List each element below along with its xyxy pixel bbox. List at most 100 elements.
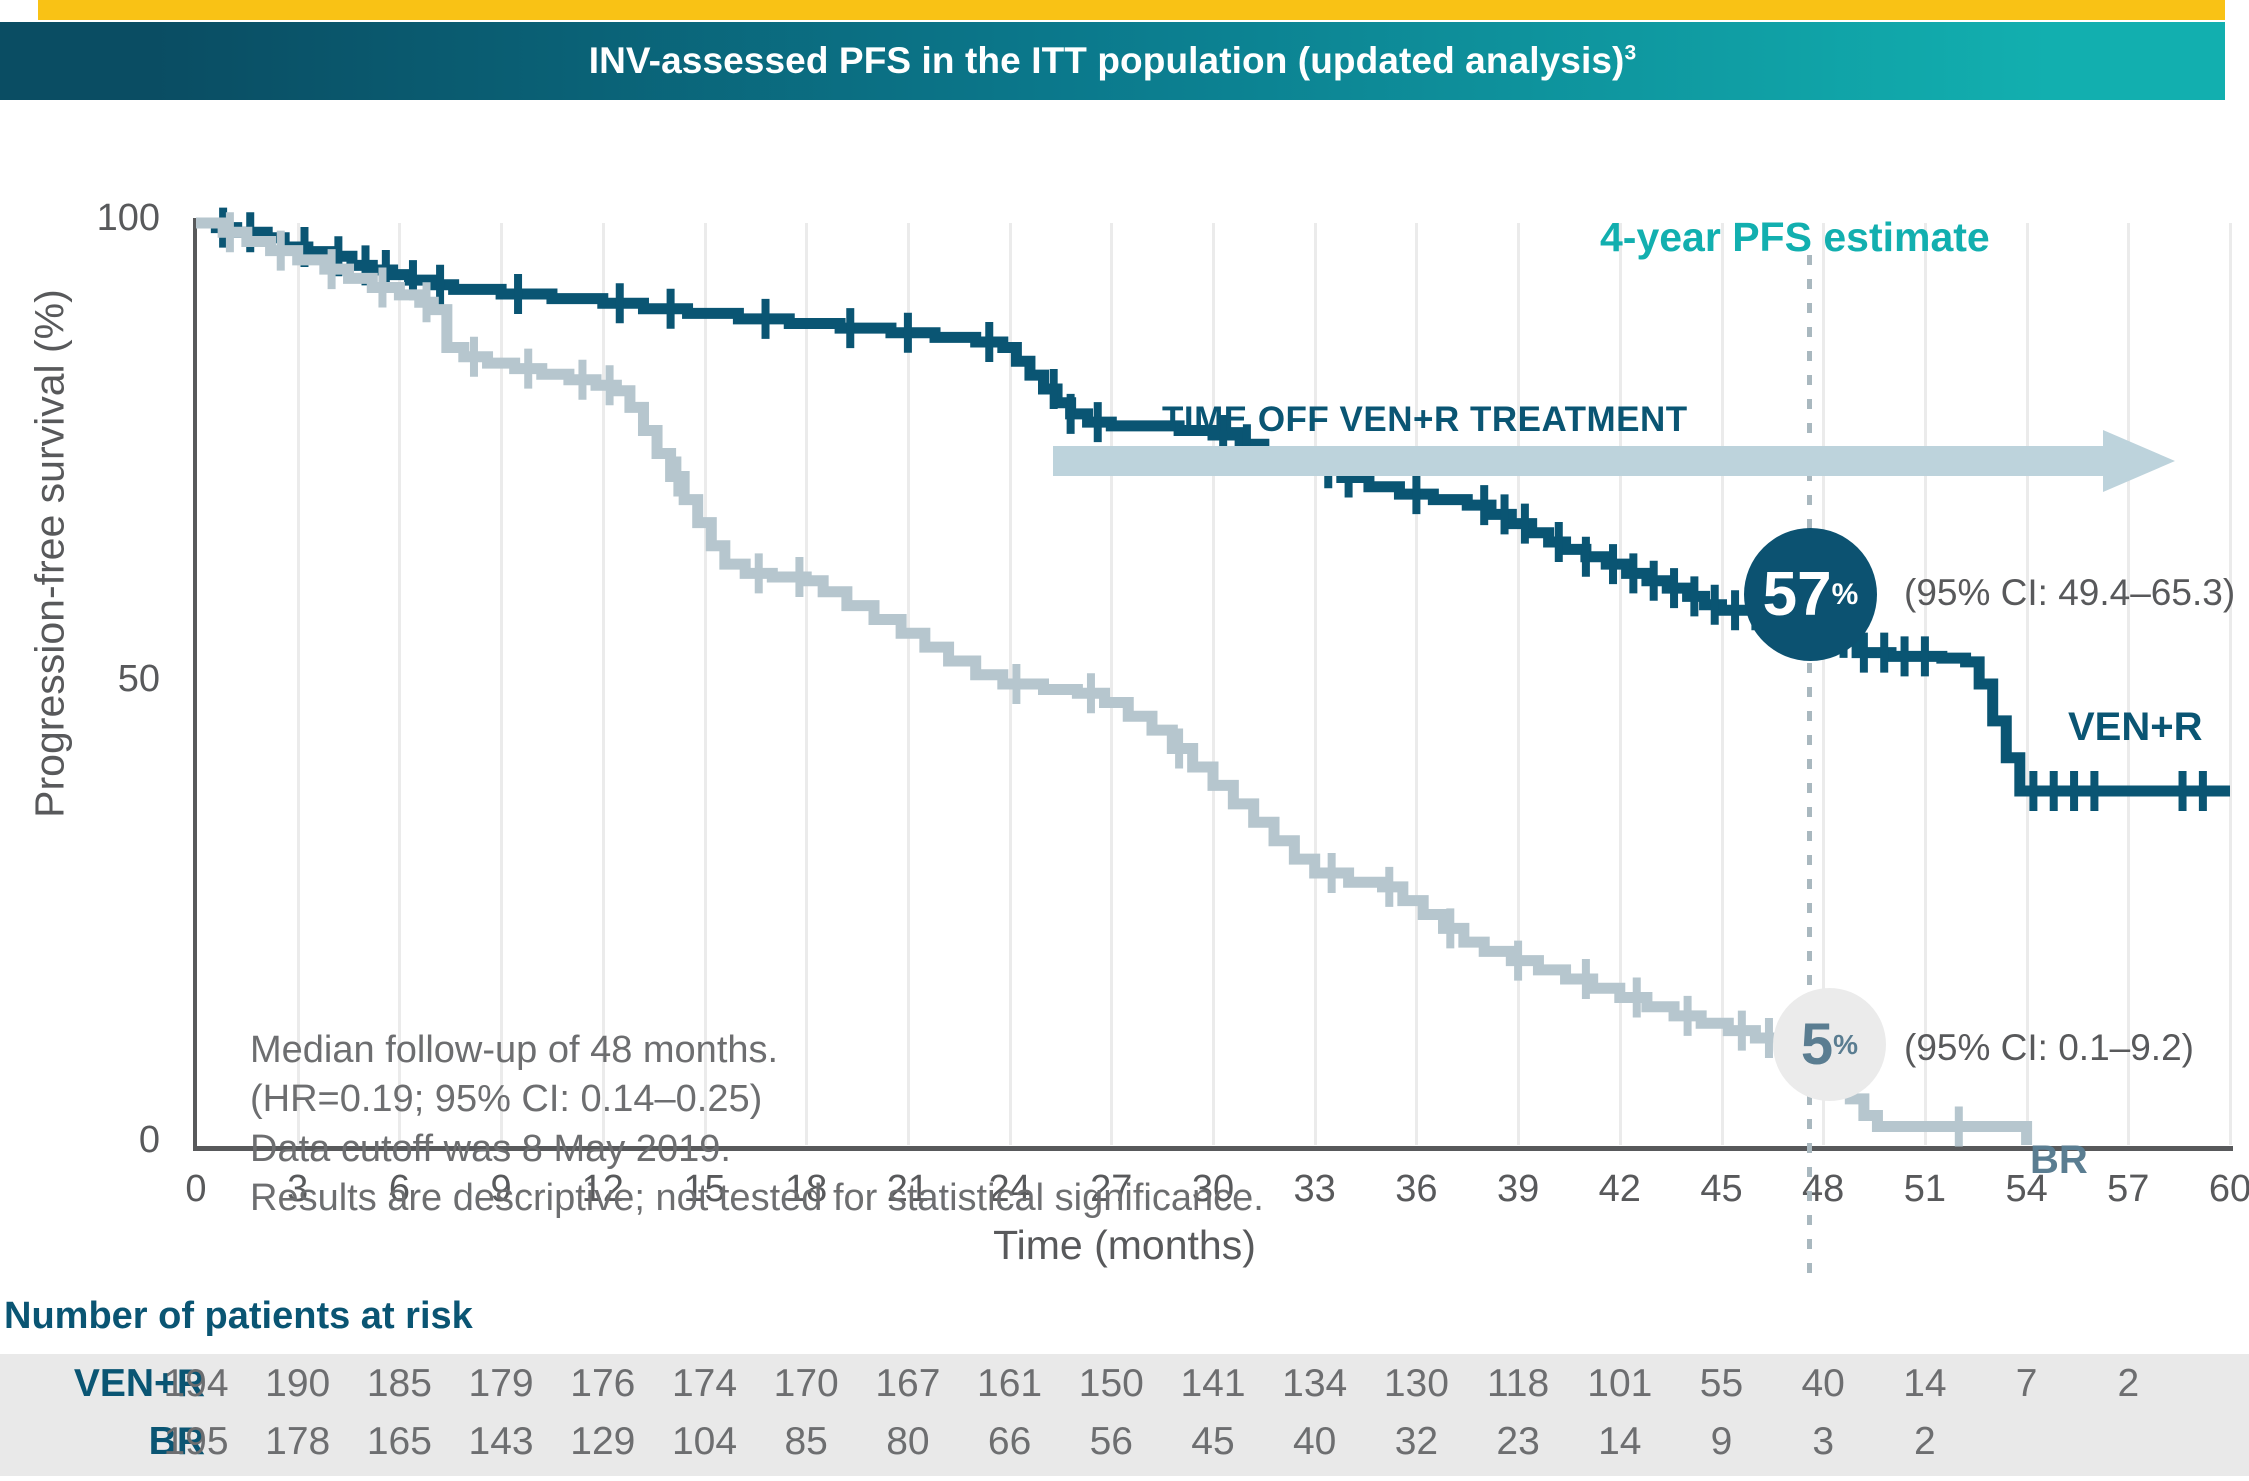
x-axis-tick: 51 bbox=[1903, 1168, 1947, 1210]
gridline bbox=[296, 223, 300, 1145]
risk-row-label-br: BR bbox=[148, 1420, 205, 1463]
study-note-line: Results are descriptive; not tested for … bbox=[250, 1177, 1264, 1220]
arrow-head-icon bbox=[2103, 430, 2175, 492]
gridline bbox=[601, 223, 605, 1145]
risk-value: 14 bbox=[1903, 1362, 1947, 1405]
risk-value: 2 bbox=[2117, 1362, 2140, 1405]
x-axis-tick: 18 bbox=[785, 1168, 828, 1210]
risk-value: 178 bbox=[265, 1420, 331, 1463]
page-title-superscript: 3 bbox=[1624, 41, 1637, 65]
risk-value: 9 bbox=[1710, 1420, 1733, 1463]
x-axis-tick: 24 bbox=[988, 1168, 1031, 1210]
y-axis-line bbox=[193, 218, 197, 1150]
gridline bbox=[1110, 223, 1114, 1145]
series-label-venr: VEN+R bbox=[2068, 705, 2203, 749]
x-axis-tick: 21 bbox=[886, 1168, 930, 1210]
risk-value: 23 bbox=[1496, 1420, 1540, 1463]
x-axis-tick: 15 bbox=[683, 1168, 726, 1210]
venr-estimate-value: 57 bbox=[1762, 559, 1832, 629]
br-estimate-badge: 5% bbox=[1773, 988, 1886, 1101]
y-axis-tick: 0 bbox=[138, 1119, 160, 1161]
br-estimate-percent: % bbox=[1833, 1028, 1859, 1060]
gridline bbox=[805, 223, 809, 1145]
risk-value: 165 bbox=[366, 1420, 432, 1463]
gridline bbox=[500, 223, 504, 1145]
risk-value: 85 bbox=[784, 1420, 828, 1463]
x-axis-tick: 6 bbox=[388, 1168, 410, 1210]
venr-estimate-percent: % bbox=[1831, 577, 1859, 611]
study-note-line: Data cutoff was 8 May 2019. bbox=[250, 1127, 731, 1170]
arrow-bar bbox=[1053, 446, 2113, 476]
survival-curves bbox=[196, 207, 2230, 1147]
four-year-estimate-label: 4-year PFS estimate bbox=[1600, 214, 1990, 260]
risk-value: 80 bbox=[886, 1420, 930, 1463]
risk-value: 195 bbox=[163, 1420, 229, 1463]
curve-ven-r bbox=[196, 217, 2230, 797]
risk-table-row-br: BR 195 178 165 143 129 104 85 80 66 56 45 40 32 23 14 9… bbox=[0, 1420, 2249, 1476]
gold-accent-strip bbox=[38, 0, 2225, 20]
risk-value: 118 bbox=[1487, 1362, 1550, 1405]
risk-value: 32 bbox=[1394, 1420, 1439, 1463]
risk-value: 134 bbox=[1282, 1362, 1348, 1405]
risk-value: 194 bbox=[163, 1362, 229, 1405]
gridline bbox=[1618, 223, 1622, 1145]
br-estimate-value: 5 bbox=[1800, 1011, 1834, 1077]
time-off-treatment-text: TIME OFF VEN+R TREATMENT bbox=[1162, 400, 1688, 439]
gridline bbox=[1923, 223, 1927, 1145]
gridline bbox=[906, 223, 910, 1145]
br-confidence-interval: (95% CI: 0.1–9.2) bbox=[1904, 1027, 2194, 1068]
risk-table-row-venr: VEN+R 194 190 185 179 176 174 170 167 161 150 141 1… bbox=[0, 1362, 2249, 1418]
risk-value: 55 bbox=[1699, 1362, 1744, 1405]
x-axis-tick: 12 bbox=[581, 1168, 624, 1210]
x-axis-tick: 36 bbox=[1395, 1168, 1438, 1210]
gridline bbox=[1415, 223, 1419, 1145]
risk-value: 161 bbox=[977, 1362, 1043, 1405]
risk-value: 179 bbox=[468, 1362, 534, 1405]
risk-value: 170 bbox=[773, 1362, 839, 1405]
risk-value: 40 bbox=[1801, 1362, 1845, 1405]
page-title: INV-assessed PFS in the ITT population (… bbox=[589, 40, 1637, 82]
x-axis-tick: 30 bbox=[1191, 1168, 1235, 1210]
gridline bbox=[2229, 223, 2232, 1145]
risk-value: 14 bbox=[1598, 1420, 1642, 1463]
study-note-line: (HR=0.19; 95% CI: 0.14–0.25) bbox=[250, 1078, 763, 1121]
risk-value: 45 bbox=[1191, 1420, 1235, 1463]
x-axis-tick: 42 bbox=[1598, 1168, 1641, 1210]
gridline bbox=[1517, 223, 1521, 1145]
risk-value: 141 bbox=[1180, 1362, 1246, 1405]
x-axis-tick: 60 bbox=[2208, 1168, 2249, 1210]
gridline bbox=[1313, 223, 1317, 1145]
page-title-text: INV-assessed PFS in the ITT population (… bbox=[588, 40, 1625, 81]
gridline bbox=[703, 223, 707, 1145]
risk-value: 7 bbox=[2015, 1362, 2038, 1405]
risk-value: 150 bbox=[1078, 1362, 1144, 1405]
x-axis-tick: 39 bbox=[1496, 1168, 1540, 1210]
risk-table-title: Number of patients at risk bbox=[4, 1295, 473, 1337]
gridline bbox=[1212, 223, 1215, 1145]
x-axis-tick: 9 bbox=[490, 1168, 512, 1210]
x-axis-tick: 54 bbox=[2005, 1168, 2048, 1210]
y-axis-tick: 100 bbox=[96, 197, 160, 239]
gridline bbox=[1720, 223, 1724, 1145]
risk-value: 129 bbox=[570, 1420, 636, 1463]
time-off-treatment-arrow bbox=[1053, 430, 2175, 492]
risk-value: 66 bbox=[987, 1420, 1032, 1463]
x-axis-line bbox=[193, 1146, 2233, 1151]
curve-br bbox=[196, 217, 2033, 1145]
risk-value: 130 bbox=[1383, 1362, 1449, 1405]
gridline bbox=[398, 223, 402, 1145]
title-banner: INV-assessed PFS in the ITT population (… bbox=[0, 22, 2225, 100]
four-year-marker-line bbox=[1807, 255, 1812, 1282]
risk-value: 40 bbox=[1292, 1420, 1337, 1463]
venr-estimate-badge: 57% bbox=[1744, 528, 1877, 661]
x-axis-tick: 33 bbox=[1293, 1168, 1336, 1210]
risk-value: 2 bbox=[1914, 1420, 1936, 1463]
gridline bbox=[2025, 223, 2029, 1145]
gridline bbox=[2127, 223, 2131, 1145]
gridline bbox=[1822, 223, 1826, 1145]
y-axis-tick: 50 bbox=[117, 658, 160, 700]
risk-value: 176 bbox=[570, 1362, 636, 1405]
risk-value: 185 bbox=[366, 1362, 432, 1405]
risk-table: VEN+R 194 190 185 179 176 174 170 167 161 150 141 1… bbox=[0, 1354, 2249, 1476]
